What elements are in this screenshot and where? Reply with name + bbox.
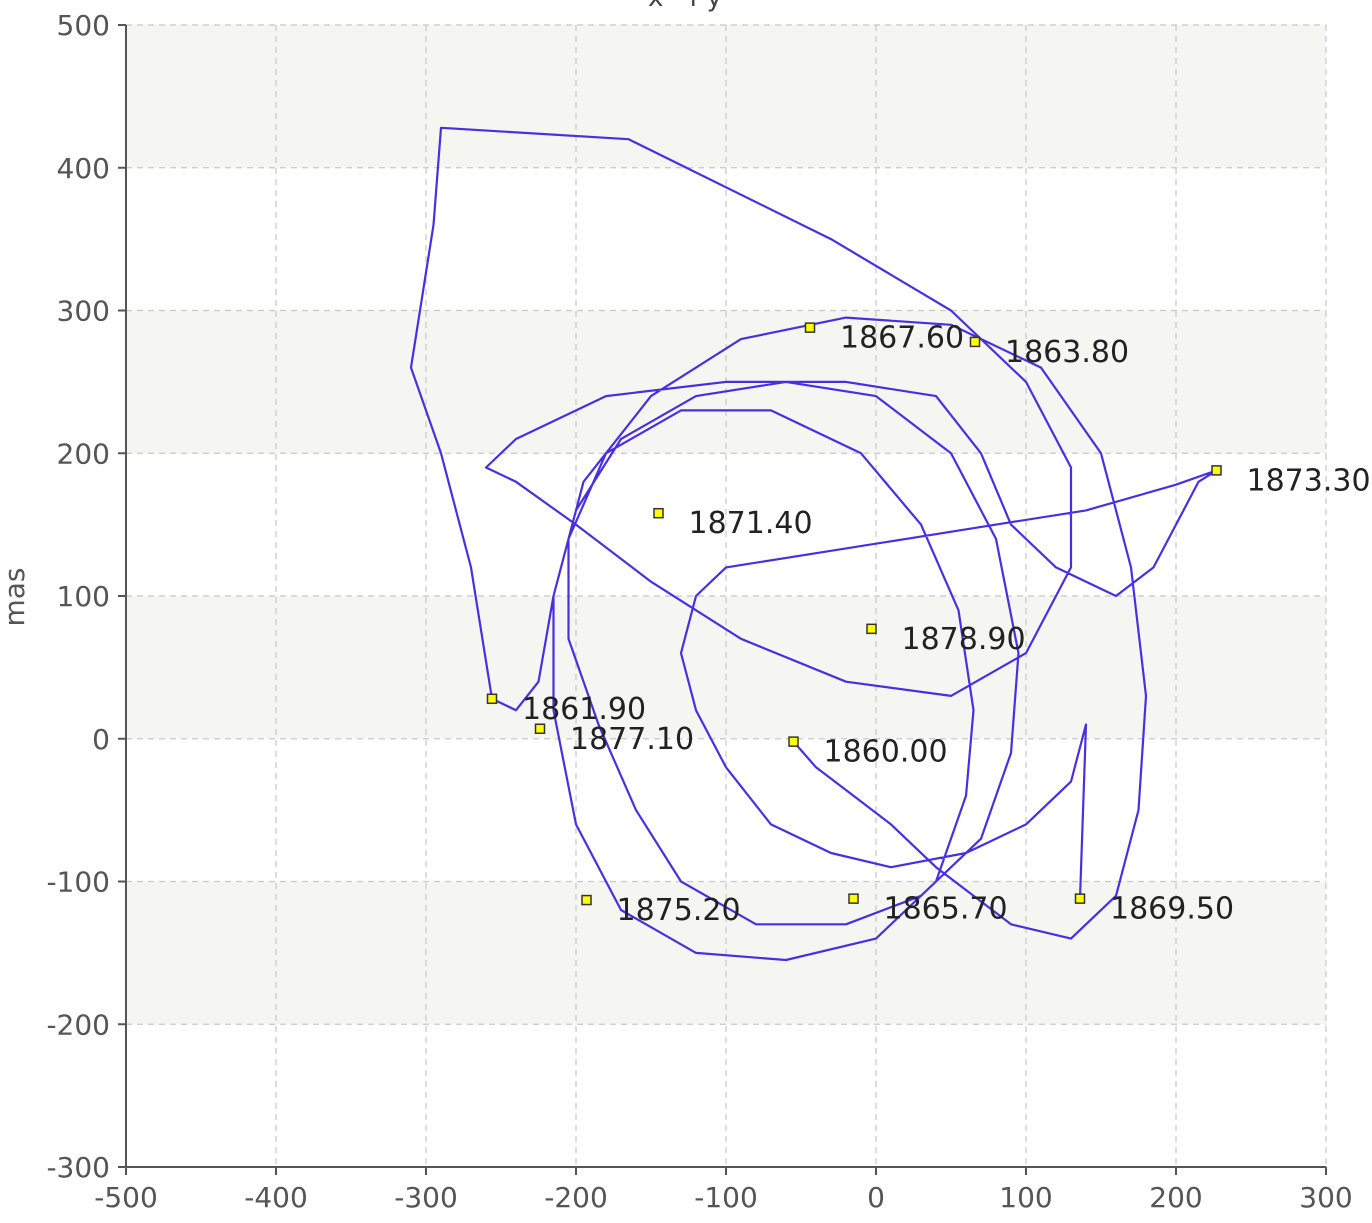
x-tick-label: -200 <box>544 1181 608 1214</box>
axes: -500 -400 -300 -200 -100 0 100 200 300 -300 -200 -1… <box>46 9 1352 1214</box>
y-tick-label: 300 <box>57 295 110 328</box>
epoch-label: 1877.10 <box>570 722 694 757</box>
epoch-marker <box>788 736 799 747</box>
epoch-label: 1869.50 <box>1110 892 1234 927</box>
x-tick-label: -100 <box>694 1181 758 1214</box>
y-tick-label: 200 <box>57 437 110 470</box>
x-tick-label: -400 <box>244 1181 308 1214</box>
x-tick-label: 300 <box>1299 1181 1352 1214</box>
y-tick-label: -300 <box>46 1151 110 1184</box>
orbit-series-line <box>409 126 1218 962</box>
y-axis-label: mas <box>0 567 31 626</box>
x-tick-label: 0 <box>867 1181 885 1214</box>
y-tick-label: -100 <box>46 866 110 899</box>
epoch-marker <box>969 336 981 348</box>
epoch-marker <box>1211 465 1222 476</box>
y-tick-label: 400 <box>57 152 110 185</box>
y-tick-label: 500 <box>57 9 110 42</box>
x-tick-label: 200 <box>1149 1181 1202 1214</box>
epoch-marker <box>848 893 859 904</box>
epoch-marker <box>1074 893 1086 904</box>
chart-title: x - f y <box>648 0 722 13</box>
epoch-marker <box>866 623 877 635</box>
y-tick-label: 0 <box>92 723 110 756</box>
epoch-label: 1871.40 <box>689 506 813 541</box>
epoch-label: 1867.60 <box>840 321 964 356</box>
epoch-label: 1861.90 <box>522 692 646 727</box>
epoch-marker <box>804 322 816 333</box>
epoch-label: 1873.30 <box>1247 463 1371 498</box>
series-layer <box>409 126 1218 962</box>
epoch-marker <box>534 723 546 735</box>
epoch-label: 1865.70 <box>884 892 1008 927</box>
epoch-label: 1878.90 <box>902 622 1026 657</box>
epoch-label: 1860.00 <box>824 735 948 770</box>
x-tick-label: 100 <box>999 1181 1052 1214</box>
markers-layer <box>486 322 1222 906</box>
point-labels-layer: 1860.00 1861.90 1863.80 1865.70 1867.60 1869.… <box>522 321 1371 928</box>
grid-lines <box>125 24 1327 1168</box>
epoch-marker <box>653 507 664 519</box>
x-tick-label: -300 <box>394 1181 458 1214</box>
epoch-marker <box>581 894 592 906</box>
y-tick-label: -200 <box>46 1008 110 1041</box>
epoch-label: 1875.20 <box>617 893 741 928</box>
epoch-marker <box>486 693 498 705</box>
x-tick-label: -500 <box>94 1181 158 1214</box>
y-tick-label: 100 <box>57 580 110 613</box>
epoch-label: 1863.80 <box>1005 335 1129 370</box>
